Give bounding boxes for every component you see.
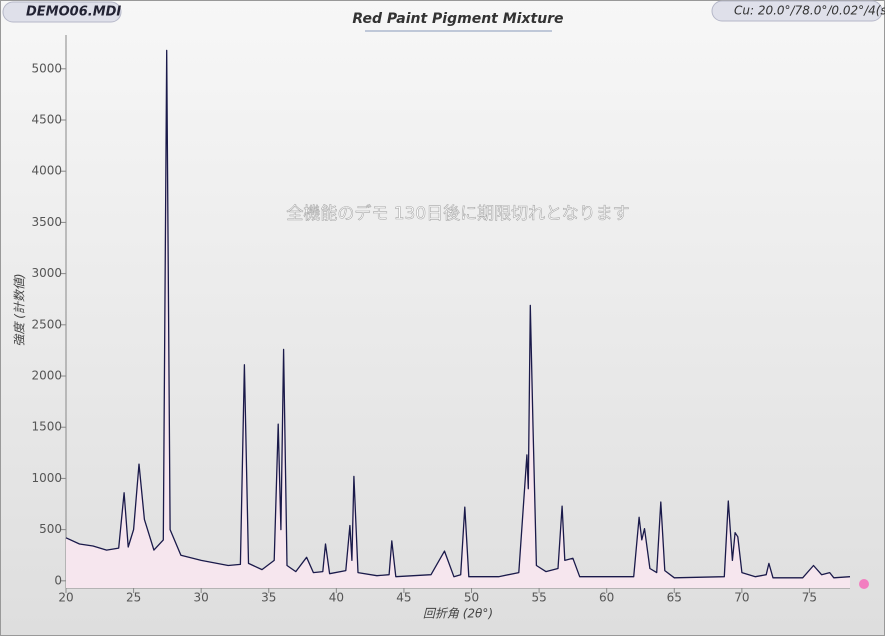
x-tick-label: 45 [396,591,411,605]
y-tick-label: 2500 [31,317,62,331]
y-tick-label: 0 [54,573,62,587]
y-tick-label: 500 [39,522,62,536]
y-tick-label: 1500 [31,420,62,434]
x-tick-label: 60 [599,591,614,605]
x-tick-label: 30 [194,591,209,605]
x-tick-label: 25 [126,591,141,605]
y-tick-label: 2000 [31,369,62,383]
x-tick-label: 35 [261,591,276,605]
y-tick-label: 4000 [31,164,62,178]
status-dot [859,579,869,589]
y-tick-label: 5000 [31,61,62,75]
file-name: DEMO06.MDI [26,5,121,20]
y-tick-label: 3000 [31,266,62,280]
condition: Cu: 20.0°/78.0°/0.02°/4(s) [734,4,885,18]
y-tick-label: 3500 [31,215,62,229]
x-tick-label: 70 [734,591,749,605]
file-pill [2,1,122,23]
chart-title: Red Paint Pigment Mixture [352,11,563,27]
y-tick-label: 4500 [31,112,62,126]
x-tick-label: 55 [531,591,546,605]
line [65,49,851,579]
y-tick-label: 1000 [31,471,62,485]
x-tick-label: 40 [329,591,344,605]
y-axis-label: 強度 (計数値) [13,273,27,346]
x-axis-label: 回折角 (2θ°) [423,607,493,621]
condition-pill [711,0,883,22]
x-tick-label: 50 [464,591,479,605]
x-tick-label: 20 [58,591,73,605]
x-tick-label: 75 [802,591,817,605]
area [66,50,850,588]
x-tick-label: 65 [667,591,682,605]
watermark: 全機能のデモ 130日後に期限切れとなります [286,203,629,224]
